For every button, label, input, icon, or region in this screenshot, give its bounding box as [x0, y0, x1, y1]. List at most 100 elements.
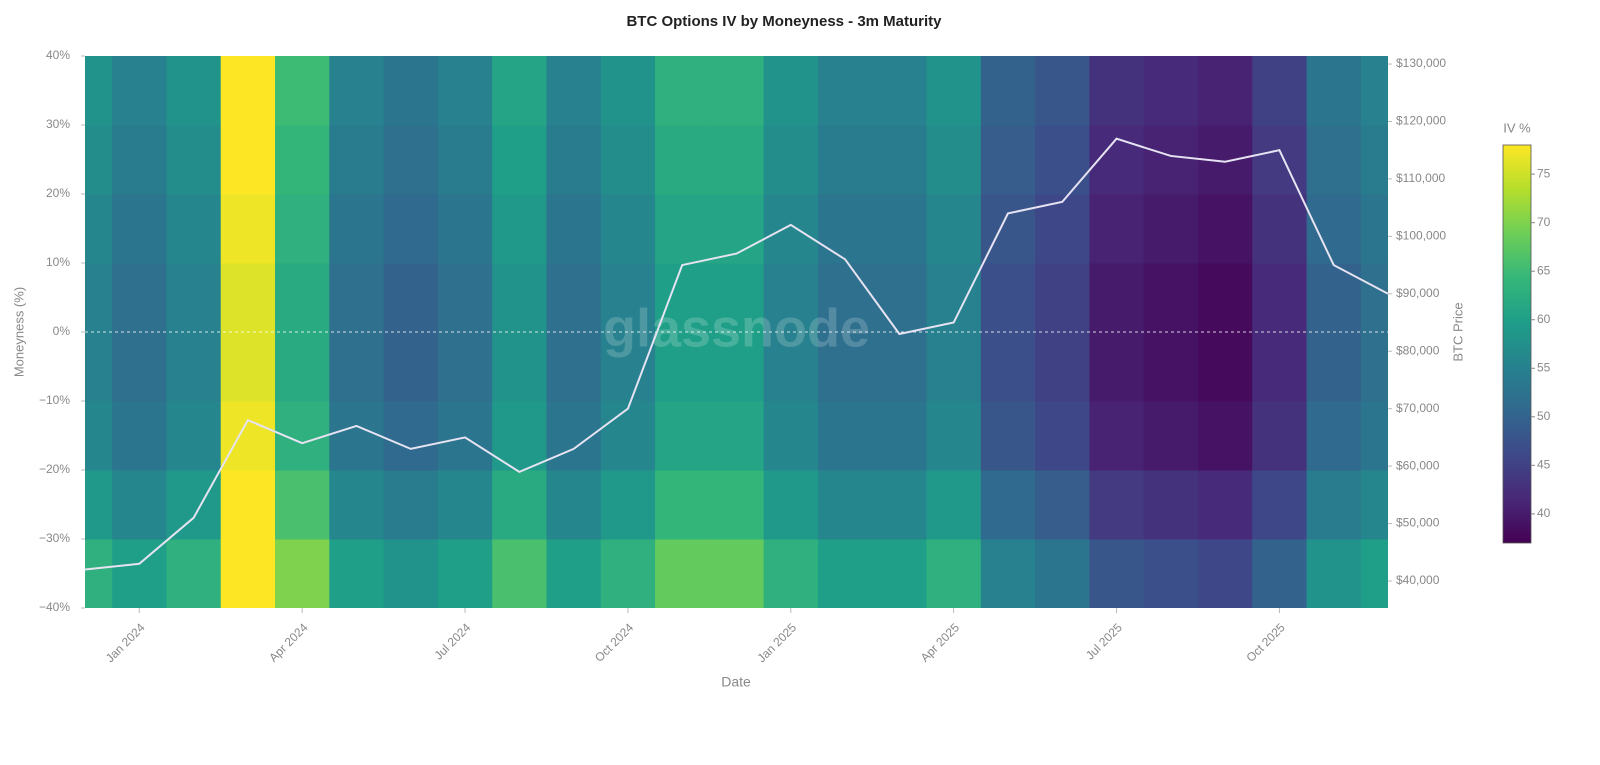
heatmap-cell	[492, 125, 547, 195]
heatmap-cell	[112, 401, 167, 471]
heatmap-cell	[166, 56, 222, 126]
heatmap-cell	[980, 539, 1036, 608]
heatmap-cell	[383, 125, 439, 195]
heatmap-cell	[980, 470, 1036, 540]
heatmap-cell	[1360, 56, 1388, 126]
heatmap-cell	[275, 56, 330, 126]
heatmap-cell	[1035, 194, 1090, 264]
heatmap-cell	[1143, 401, 1199, 471]
heatmap-cell	[275, 125, 330, 195]
heatmap-cell	[1360, 194, 1388, 264]
heatmap-cell	[112, 263, 167, 333]
heatmap-cell	[1197, 56, 1253, 126]
heatmap-cell	[763, 470, 819, 540]
heatmap-cell	[1089, 194, 1145, 264]
colorbar-tick-label: 65	[1537, 263, 1551, 277]
heatmap-cell	[220, 56, 276, 126]
heatmap-cell	[329, 332, 385, 402]
heatmap-cell	[655, 263, 710, 333]
heatmap-cell	[112, 332, 167, 402]
heatmap-cell	[437, 539, 493, 608]
heatmap-cell	[872, 125, 928, 195]
heatmap-cell	[383, 332, 439, 402]
heatmap-cell	[872, 56, 928, 126]
y2-tick-label: $40,000	[1396, 573, 1440, 587]
heatmap-cell	[817, 332, 873, 402]
heatmap-cell	[763, 263, 819, 333]
heatmap-cell	[1360, 539, 1388, 608]
heatmap-cell	[1252, 263, 1308, 333]
x-tick-label: Jan 2024	[103, 620, 148, 665]
chart-title: BTC Options IV by Moneyness - 3m Maturit…	[626, 13, 942, 30]
heatmap-cell	[1306, 125, 1362, 195]
heatmap-cell	[926, 539, 982, 608]
heatmap-cell	[166, 194, 222, 264]
heatmap-cell	[926, 470, 982, 540]
heatmap-cell	[112, 539, 167, 608]
heatmap-cell	[1252, 56, 1308, 126]
heatmap-cell	[763, 194, 819, 264]
x-tick-label: Jul 2025	[1083, 620, 1125, 662]
y-tick-label: 30%	[46, 117, 70, 131]
heatmap-cell	[1143, 263, 1199, 333]
heatmap-cell	[546, 332, 602, 402]
heatmap-cell	[817, 125, 873, 195]
heatmap-cell	[709, 401, 765, 471]
heatmap-cell	[709, 470, 765, 540]
heatmap-cell	[980, 263, 1036, 333]
heatmap-cell	[980, 125, 1036, 195]
heatmap-cell	[329, 401, 385, 471]
heatmap-cell	[220, 332, 276, 402]
y-tick-label: −30%	[39, 531, 70, 545]
heatmap-cell	[329, 56, 385, 126]
heatmap-cell	[166, 332, 222, 402]
heatmap-cell	[1306, 56, 1362, 126]
heatmap-cell	[1360, 125, 1388, 195]
heatmap-cell	[1089, 539, 1145, 608]
heatmap-cell	[926, 194, 982, 264]
y2-tick-label: $110,000	[1396, 171, 1445, 185]
heatmap-cell	[437, 56, 493, 126]
heatmap-cell	[85, 125, 113, 195]
heatmap-cell	[655, 401, 710, 471]
y-axis-title: Moneyness (%)	[11, 287, 26, 377]
heatmap-cell	[1035, 401, 1090, 471]
colorbar-tick-label: 75	[1537, 166, 1551, 180]
heatmap-cell	[1360, 470, 1388, 540]
y2-tick-label: $70,000	[1396, 401, 1440, 415]
heatmap-cell	[85, 539, 113, 608]
heatmap-cell	[383, 401, 439, 471]
colorbar-tick-label: 45	[1537, 458, 1551, 472]
heatmap-cell	[1035, 470, 1090, 540]
heatmap-cell	[112, 125, 167, 195]
heatmap-cell	[1252, 539, 1308, 608]
heatmap-cell	[1035, 56, 1090, 126]
heatmap-cell	[817, 194, 873, 264]
x-tick-label: Oct 2025	[1243, 620, 1288, 665]
heatmap-cell	[166, 470, 222, 540]
heatmap-cell	[383, 470, 439, 540]
y-tick-label: 20%	[46, 186, 70, 200]
heatmap-cell	[763, 539, 819, 608]
y2-tick-label: $130,000	[1396, 56, 1446, 70]
heatmap-cell	[1197, 539, 1253, 608]
x-tick-label: Apr 2025	[918, 620, 963, 665]
heatmap-cell	[1143, 194, 1199, 264]
colorbar-tick-label: 50	[1537, 409, 1551, 423]
heatmap-cell	[709, 332, 765, 402]
heatmap-cell	[220, 470, 276, 540]
heatmap-cell	[1143, 332, 1199, 402]
heatmap-cell	[1089, 56, 1145, 126]
y-tick-label: 10%	[46, 255, 70, 269]
heatmap-cell	[383, 194, 439, 264]
y2-tick-label: $120,000	[1396, 114, 1446, 128]
heatmap-cell	[1306, 539, 1362, 608]
heatmap-cell	[383, 263, 439, 333]
colorbar-tick-label: 60	[1537, 312, 1551, 326]
heatmap-cell	[329, 125, 385, 195]
heatmap-cell	[220, 125, 276, 195]
heatmap-cell	[1035, 125, 1090, 195]
heatmap-cell	[1143, 470, 1199, 540]
heatmap-cell	[275, 470, 330, 540]
heatmap-cell	[1252, 401, 1308, 471]
